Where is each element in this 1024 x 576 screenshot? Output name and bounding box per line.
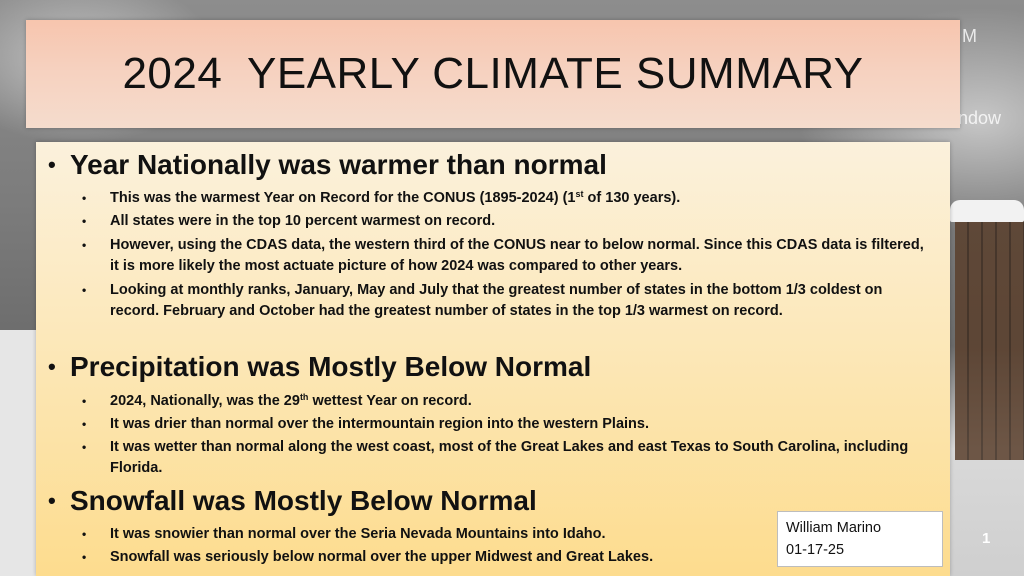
- background-text-top: M: [962, 26, 977, 46]
- bullet-icon: •: [48, 354, 56, 379]
- author-name: William Marino: [786, 520, 882, 536]
- bullet-icon: •: [82, 283, 87, 297]
- bullet-icon: •: [82, 417, 87, 431]
- list-item: • Snowfall was seriously below normal ov…: [82, 547, 802, 568]
- list-item: • All states were in the top 10 percent …: [82, 211, 932, 232]
- bullet-icon: •: [82, 214, 87, 228]
- bullet-icon: •: [82, 527, 87, 541]
- bullet-icon: •: [48, 488, 56, 513]
- wooden-deck: [955, 210, 1024, 460]
- section-heading-temperature: • Year Nationally was warmer than normal: [48, 149, 607, 180]
- bullet-icon: •: [82, 238, 87, 252]
- bullet-icon: •: [82, 440, 87, 454]
- list-item: • It was snowier than normal over the Se…: [82, 524, 802, 545]
- list-item: • However, using the CDAS data, the west…: [82, 235, 932, 277]
- content-panel: • Year Nationally was warmer than normal…: [36, 142, 950, 576]
- bullet-icon: •: [82, 394, 87, 408]
- bullet-icon: •: [82, 550, 87, 564]
- list-item: • Looking at monthly ranks, January, May…: [82, 280, 932, 322]
- bullet-icon: •: [82, 191, 87, 205]
- snow-ground: [0, 330, 40, 576]
- list-item: • This was the warmest Year on Record fo…: [82, 188, 932, 209]
- title-banner: 2024 YEARLY CLIMATE SUMMARY: [26, 20, 960, 128]
- list-item: • It was wetter than normal along the we…: [82, 437, 932, 479]
- section-heading-snowfall: • Snowfall was Mostly Below Normal: [48, 485, 537, 516]
- section-heading-precipitation: • Precipitation was Mostly Below Normal: [48, 351, 592, 382]
- deck-snow: [950, 200, 1024, 222]
- author-date: 01-17-25: [786, 542, 845, 558]
- background-text-mid: ndow: [958, 108, 1002, 128]
- list-item: • It was drier than normal over the inte…: [82, 414, 932, 435]
- slide-number: 1: [982, 530, 991, 547]
- bullet-icon: •: [48, 152, 56, 177]
- list-item: • 2024, Nationally, was the 29th wettest…: [82, 391, 932, 412]
- author-box: William Marino 01-17-25: [777, 511, 943, 567]
- slide-title: 2024 YEARLY CLIMATE SUMMARY: [122, 49, 864, 98]
